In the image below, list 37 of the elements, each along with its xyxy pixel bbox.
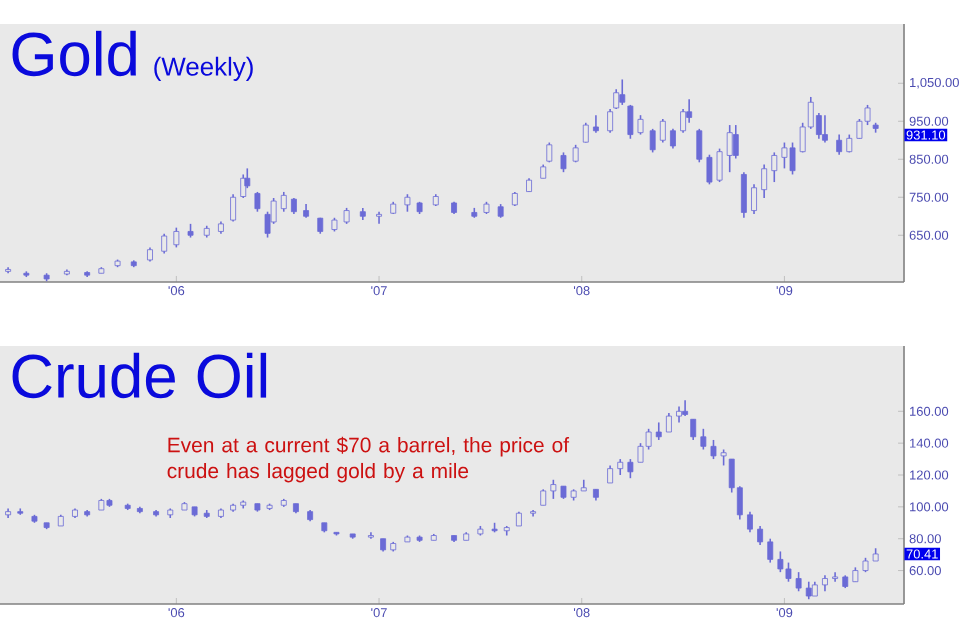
- candlestick: [670, 128, 676, 150]
- candlestick: [686, 98, 693, 124]
- candlestick: [649, 128, 656, 154]
- annotation: Even at a current $70 a barrel, the price of crude has lagged gold by a mile: [167, 436, 570, 483]
- candlestick: [560, 151, 567, 173]
- candlestick: [690, 418, 697, 441]
- candlestick: [659, 118, 666, 144]
- candlestick: [376, 210, 382, 225]
- candlestick: [757, 525, 764, 546]
- candlestick: [751, 183, 757, 215]
- candlestick: [732, 124, 739, 160]
- candlestick: [607, 108, 614, 134]
- candlestick: [230, 193, 237, 223]
- chart-title: Crude Oil: [12, 352, 267, 399]
- candlestick: [254, 191, 261, 213]
- candlestick: [173, 226, 180, 249]
- candlestick: [777, 550, 784, 573]
- candlestick: [619, 78, 626, 106]
- candlestick: [781, 141, 788, 170]
- candlestick: [832, 571, 839, 583]
- candlestick: [726, 124, 733, 173]
- candlestick: [747, 510, 753, 534]
- candlestick: [682, 399, 689, 417]
- candlestick: [740, 171, 747, 219]
- candlestick: [767, 537, 774, 564]
- candlestick: [822, 114, 828, 144]
- candlestick: [696, 128, 703, 164]
- text: (Weekly): [154, 56, 253, 81]
- candlestick: [771, 151, 778, 183]
- candlestick: [161, 232, 168, 255]
- candlestick: [836, 133, 843, 156]
- chart-title: Gold: [12, 30, 136, 77]
- candlestick: [280, 191, 287, 213]
- candlestick: [761, 163, 768, 199]
- candlestick: [665, 412, 672, 433]
- candlestick: [582, 121, 589, 144]
- candlestick: [592, 114, 599, 134]
